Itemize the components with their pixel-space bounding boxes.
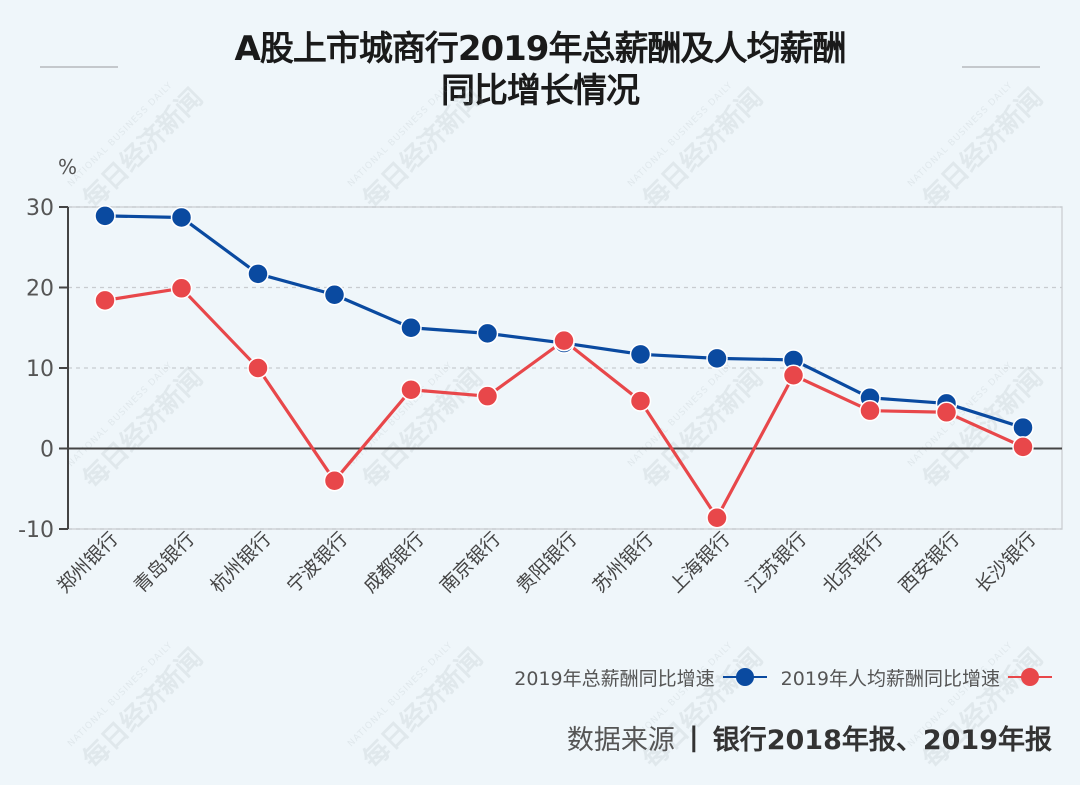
data-point-series-1 [247, 357, 269, 379]
y-tick-label: 20 [26, 277, 54, 302]
chart-title-line1: A股上市城商行2019年总薪酬及人均薪酬 [234, 29, 847, 69]
data-point-series-1 [94, 289, 116, 312]
data-point-series-0 [629, 343, 652, 366]
x-tick-label: 长沙银行 [971, 528, 1040, 597]
source-value: 银行2018年报、2019年报 [712, 725, 1052, 756]
y-tick-label: 0 [40, 438, 54, 463]
x-tick-label: 西安银行 [895, 528, 964, 597]
legend-marker-blue-icon [722, 667, 767, 687]
x-tick-label: 杭州银行 [206, 528, 275, 597]
x-tick-label: 上海银行 [665, 528, 734, 597]
data-point-series-1 [706, 506, 728, 529]
series-line-0 [104, 214, 1024, 430]
title-rule-left [40, 66, 118, 68]
x-tick-label: 苏州银行 [589, 528, 658, 597]
data-point-series-1 [400, 378, 422, 401]
x-tick-label: 北京银行 [818, 528, 887, 597]
data-point-series-1 [1012, 436, 1034, 458]
data-point-series-1 [629, 390, 652, 412]
line-chart: 30 20 10 0 -10% 郑州银行 青岛银行 杭州银行 宁波银行 成都银行 南京银行 贵阳银行苏… [18, 155, 1063, 597]
data-point-series-1 [323, 469, 346, 492]
y-tick-label: 30 [26, 196, 54, 221]
data-point-series-1 [935, 401, 958, 424]
x-tick-label: 江苏银行 [742, 528, 811, 597]
legend-item-total: 2019年总薪酬同比增速 [514, 664, 767, 691]
y-axis-unit: % [58, 155, 77, 179]
watermark: NATIONAL BUSINESS DAILY 每日经济新闻 [66, 640, 210, 775]
watermark: NATIONAL BUSINESS DAILY 每日经济新闻 [346, 640, 490, 775]
x-tick-label: 宁波银行 [283, 528, 352, 597]
data-point-series-0 [400, 317, 422, 339]
data-source: 数据来源 | 银行2018年报、2019年报 [567, 718, 1052, 757]
data-point-series-1 [782, 364, 805, 386]
data-point-series-1 [553, 329, 575, 352]
data-point-series-0 [323, 283, 346, 306]
data-point-series-0 [170, 206, 193, 229]
chart-title: A股上市城商行2019年总薪酬及人均薪酬 同比增长情况 [0, 28, 1080, 112]
x-tick-label: 贵阳银行 [512, 528, 581, 597]
data-point-series-1 [476, 385, 499, 407]
x-tick-label: 郑州银行 [53, 528, 122, 597]
x-tick-label: 成都银行 [359, 528, 428, 597]
source-separator: | [688, 722, 699, 753]
data-point-series-1 [170, 277, 193, 300]
x-tick-label: 南京银行 [436, 528, 505, 597]
data-point-series-0 [476, 322, 499, 345]
data-point-series-1 [859, 399, 881, 422]
title-rule-right [962, 66, 1040, 68]
x-tick-label: 青岛银行 [130, 528, 199, 597]
y-tick-label: -10 [18, 518, 54, 543]
y-tick-label: 10 [26, 357, 54, 382]
data-point-series-0 [94, 205, 116, 227]
legend-label-total: 2019年总薪酬同比增速 [514, 667, 715, 690]
series-line-1 [104, 286, 1024, 520]
legend-item-per-capita: 2019年人均薪酬同比增速 [781, 664, 1052, 691]
data-point-series-0 [706, 347, 728, 370]
legend-label-per-capita: 2019年人均薪酬同比增速 [780, 667, 1000, 690]
chart-title-line2: 同比增长情况 [441, 71, 640, 111]
legend: 2019年总薪酬同比增速 2019年人均薪酬同比增速 [514, 662, 1052, 692]
source-label: 数据来源 [566, 725, 675, 756]
data-point-series-0 [1012, 416, 1034, 439]
legend-marker-red-icon [1008, 667, 1052, 687]
data-point-series-0 [247, 263, 269, 285]
